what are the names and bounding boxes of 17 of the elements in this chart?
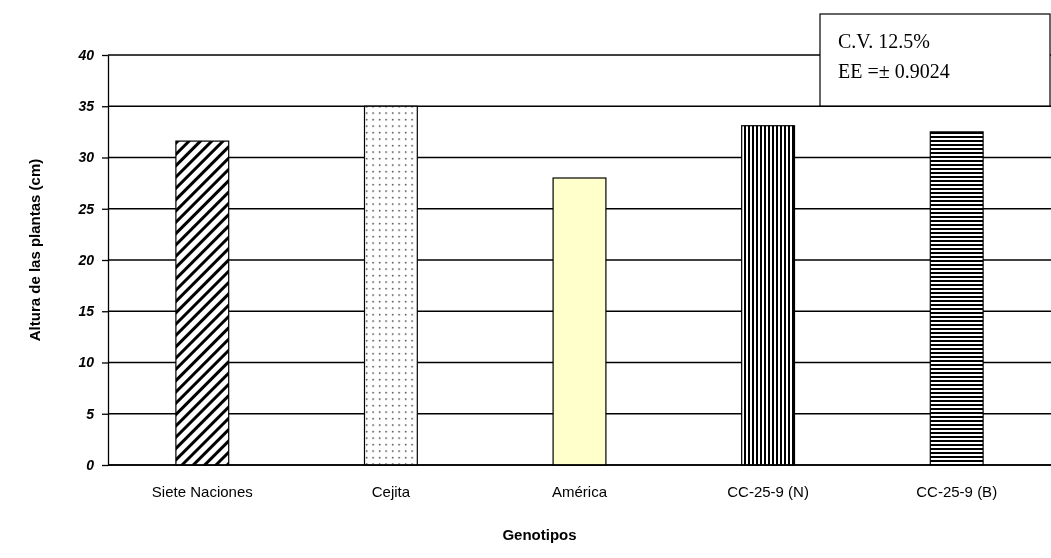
y-tick-label: 30 <box>78 149 95 166</box>
x-tick-label: CC-25-9 (B) <box>916 482 998 500</box>
y-tick-label: 15 <box>78 303 95 320</box>
y-tick-label: 40 <box>77 46 95 63</box>
x-tick-label: Siete Naciones <box>151 482 253 500</box>
x-tick-label: América <box>551 482 608 500</box>
annotation: C.V. 12.5% EE =± 0.9024 <box>838 30 950 82</box>
y-tick-label: 10 <box>78 354 95 371</box>
y-tick-label: 20 <box>77 251 95 268</box>
y-tick-label: 35 <box>78 98 95 115</box>
x-tick-label: Cejita <box>371 482 411 500</box>
x-tick-label: CC-25-9 (N) <box>727 482 809 500</box>
y-tick-label: 5 <box>86 405 95 422</box>
x-axis-title: Genotipos <box>502 526 577 543</box>
y-tick-label: 0 <box>86 456 95 473</box>
y-axis-title: Altura de las plantas (cm) <box>26 158 43 342</box>
y-tick-label: 25 <box>77 200 95 217</box>
